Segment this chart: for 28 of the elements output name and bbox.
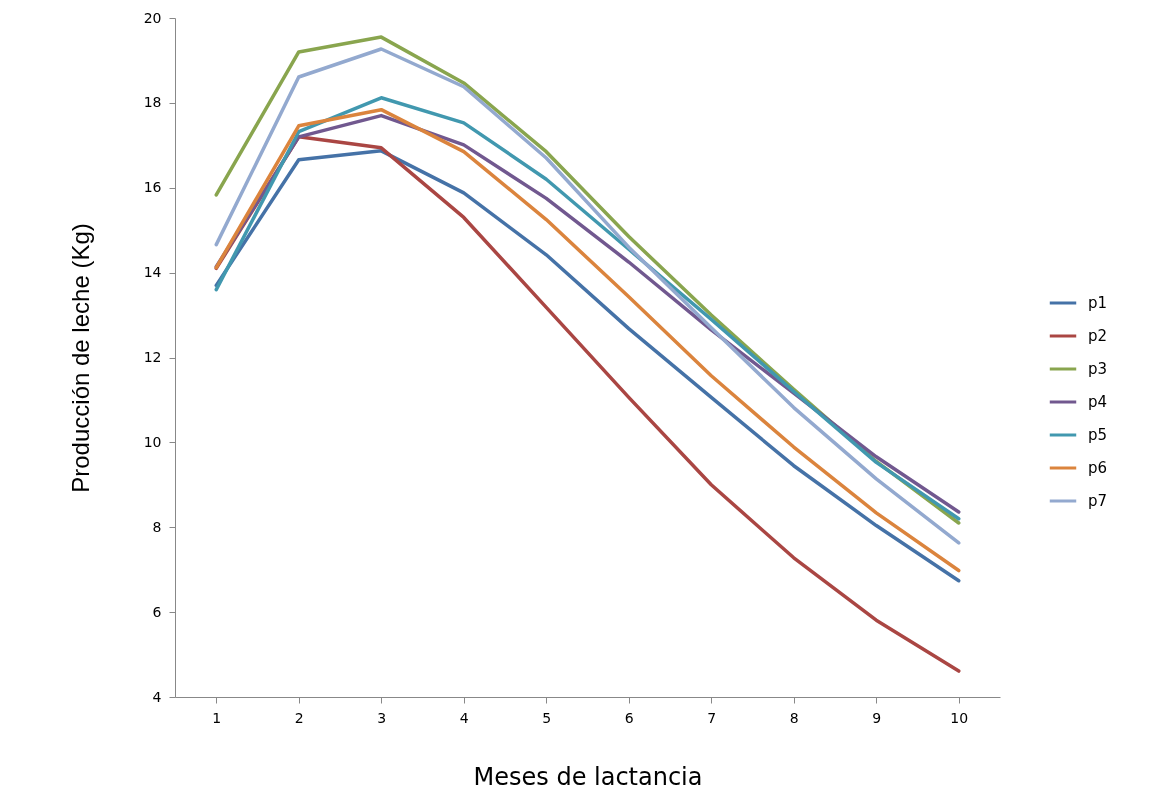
y-axis-title: Producción de leche (Kg) [66,223,94,493]
x-tick-label: 8 [789,709,799,726]
y-tick-label: 8 [152,518,162,535]
legend-label: p3 [1088,360,1108,378]
x-tick-label: 10 [950,709,969,726]
legend-label: p5 [1088,426,1108,444]
y-tick-label: 20 [143,9,162,26]
x-tick-label: 9 [872,709,882,726]
x-tick-label: 5 [542,709,552,726]
legend-label: p7 [1088,492,1108,510]
y-tick-label: 16 [143,179,162,196]
x-tick-label: 7 [707,709,717,726]
legend-label: p4 [1088,393,1108,411]
legend-label: p6 [1088,459,1108,477]
x-axis-title: Meses de lactancia [473,762,703,791]
y-tick-label: 4 [152,688,162,705]
y-tick-label: 12 [143,349,162,365]
legend-label: p1 [1088,294,1108,312]
y-tick-label: 6 [152,603,162,620]
x-tick-label: 6 [624,709,634,726]
y-tick-label: 14 [143,264,162,281]
y-tick-label: 18 [143,94,162,111]
x-tick-label: 1 [212,709,222,726]
y-tick-label: 10 [143,433,162,450]
legend-label: p2 [1088,327,1108,345]
x-tick-label: 3 [377,709,387,726]
x-tick-label: 2 [294,709,304,726]
x-tick-label: 4 [459,709,469,726]
